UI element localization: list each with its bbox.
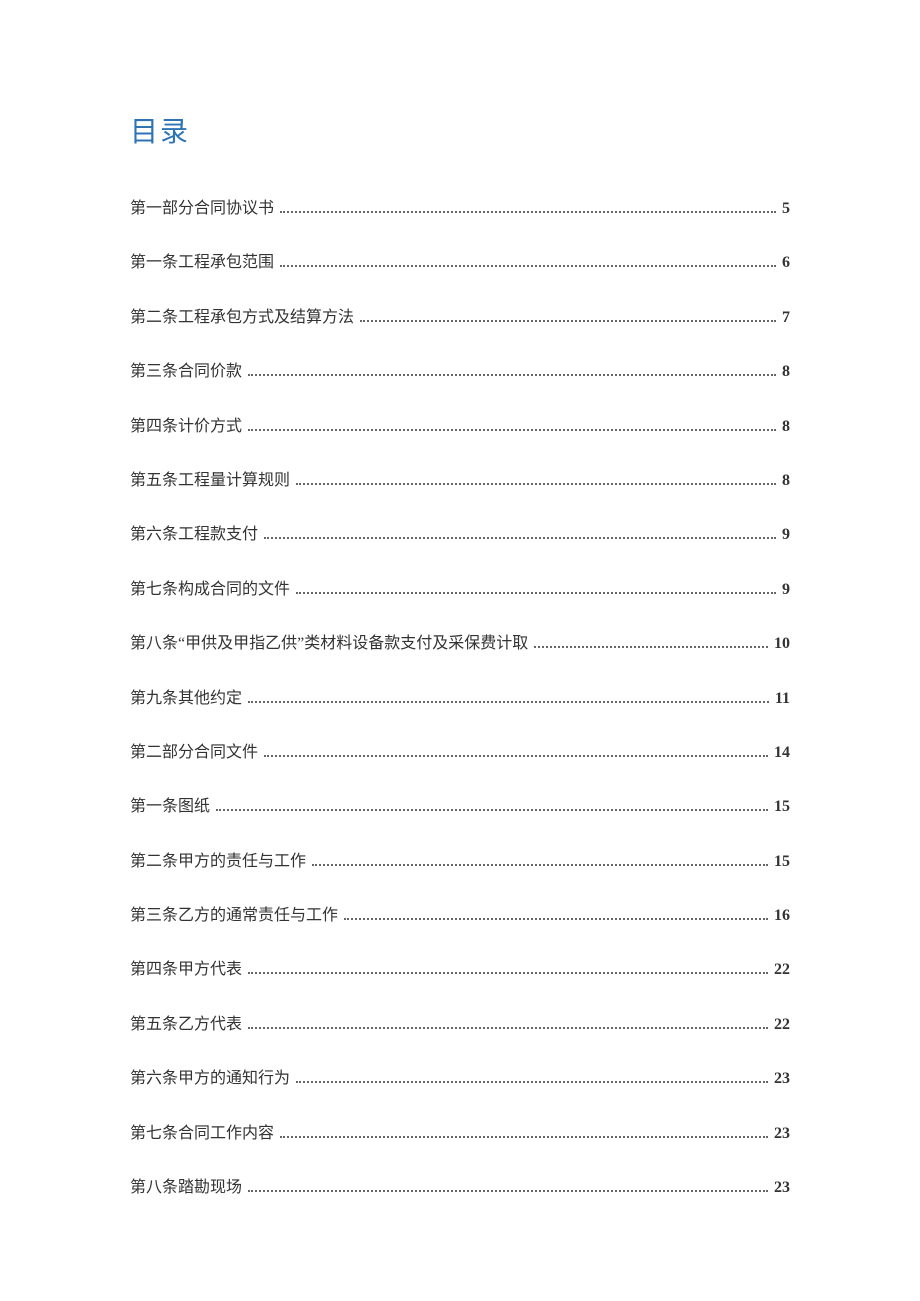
toc-entry-label: 第一条图纸 [130,796,210,818]
toc-dots [248,972,768,974]
toc-entry-label: 第三条合同价款 [130,361,242,383]
toc-dots [248,1190,768,1192]
toc-dots [344,918,768,920]
toc-entry-page: 15 [774,851,790,873]
toc-entry-page: 8 [782,361,790,383]
toc-entry: 第七条构成合同的文件 9 [130,579,790,601]
toc-entry-label: 第六条工程款支付 [130,524,258,546]
toc-entry: 第一条工程承包范围 6 [130,252,790,274]
toc-entry-label: 第一部分合同协议书 [130,198,274,220]
toc-entry: 第三条合同价款 8 [130,361,790,383]
toc-entry: 第六条工程款支付 9 [130,524,790,546]
toc-entry-label: 第一条工程承包范围 [130,252,274,274]
toc-entry: 第五条乙方代表 22 [130,1014,790,1036]
toc-entry: 第一条图纸 15 [130,796,790,818]
toc-entry: 第二条工程承包方式及结算方法 7 [130,307,790,329]
toc-dots [248,374,776,376]
toc-entry: 第八条“甲供及甲指乙供”类材料设备款支付及采保费计取 10 [130,633,790,655]
toc-entry-page: 9 [782,524,790,546]
toc-entry-label: 第四条甲方代表 [130,959,242,981]
toc-entry-label: 第六条甲方的通知行为 [130,1068,290,1090]
toc-entry-page: 22 [774,959,790,981]
toc-entry: 第二条甲方的责任与工作 15 [130,851,790,873]
toc-entry-label: 第八条“甲供及甲指乙供”类材料设备款支付及采保费计取 [130,633,528,655]
toc-dots [248,701,769,703]
toc-entry: 第八条踏勘现场 23 [130,1177,790,1199]
toc-entry: 第四条计价方式 8 [130,416,790,438]
toc-entry-page: 22 [774,1014,790,1036]
toc-entry-label: 第七条合同工作内容 [130,1123,274,1145]
toc-entry: 第二部分合同文件 14 [130,742,790,764]
toc-entry-label: 第二部分合同文件 [130,742,258,764]
toc-entry-page: 16 [774,905,790,927]
toc-dots [296,1081,768,1083]
toc-entry: 第五条工程量计算规则 8 [130,470,790,492]
toc-dots [216,809,768,811]
toc-entry-page: 7 [782,307,790,329]
toc-entry: 第七条合同工作内容 23 [130,1123,790,1145]
toc-entry-page: 23 [774,1177,790,1199]
toc-entry-label: 第四条计价方式 [130,416,242,438]
toc-entry-label: 第五条乙方代表 [130,1014,242,1036]
toc-entry: 第九条其他约定 11 [130,688,790,710]
toc-dots [296,592,776,594]
toc-dots [280,1136,768,1138]
toc-dots [534,646,768,648]
toc-entry: 第六条甲方的通知行为 23 [130,1068,790,1090]
toc-entry-label: 第七条构成合同的文件 [130,579,290,601]
toc-entry-page: 11 [775,688,790,710]
toc-entry: 第一部分合同协议书 5 [130,198,790,220]
toc-entry-label: 第二条工程承包方式及结算方法 [130,307,354,329]
toc-entry-page: 5 [782,198,790,220]
toc-dots [248,1027,768,1029]
toc-entry-label: 第八条踏勘现场 [130,1177,242,1199]
toc-dots [312,864,768,866]
toc-entry-page: 15 [774,796,790,818]
toc-dots [360,320,776,322]
toc-entry-page: 23 [774,1123,790,1145]
toc-entry-page: 6 [782,252,790,274]
toc-dots [280,265,776,267]
toc-entry: 第四条甲方代表 22 [130,959,790,981]
toc-entry-page: 8 [782,470,790,492]
toc-entry-page: 9 [782,579,790,601]
toc-entry: 第三条乙方的通常责任与工作 16 [130,905,790,927]
toc-entry-page: 8 [782,416,790,438]
toc-title: 目录 [130,110,790,150]
toc-dots [248,429,776,431]
toc-dots [280,211,776,213]
toc-entry-page: 23 [774,1068,790,1090]
toc-entry-label: 第二条甲方的责任与工作 [130,851,306,873]
toc-dots [264,537,776,539]
toc-list: 第一部分合同协议书 5 第一条工程承包范围 6 第二条工程承包方式及结算方法 7 第三条合同… [130,198,790,1199]
toc-entry-label: 第五条工程量计算规则 [130,470,290,492]
toc-dots [264,755,768,757]
toc-dots [296,483,776,485]
toc-entry-label: 第三条乙方的通常责任与工作 [130,905,338,927]
toc-entry-label: 第九条其他约定 [130,688,242,710]
toc-entry-page: 10 [774,633,790,655]
toc-entry-page: 14 [774,742,790,764]
